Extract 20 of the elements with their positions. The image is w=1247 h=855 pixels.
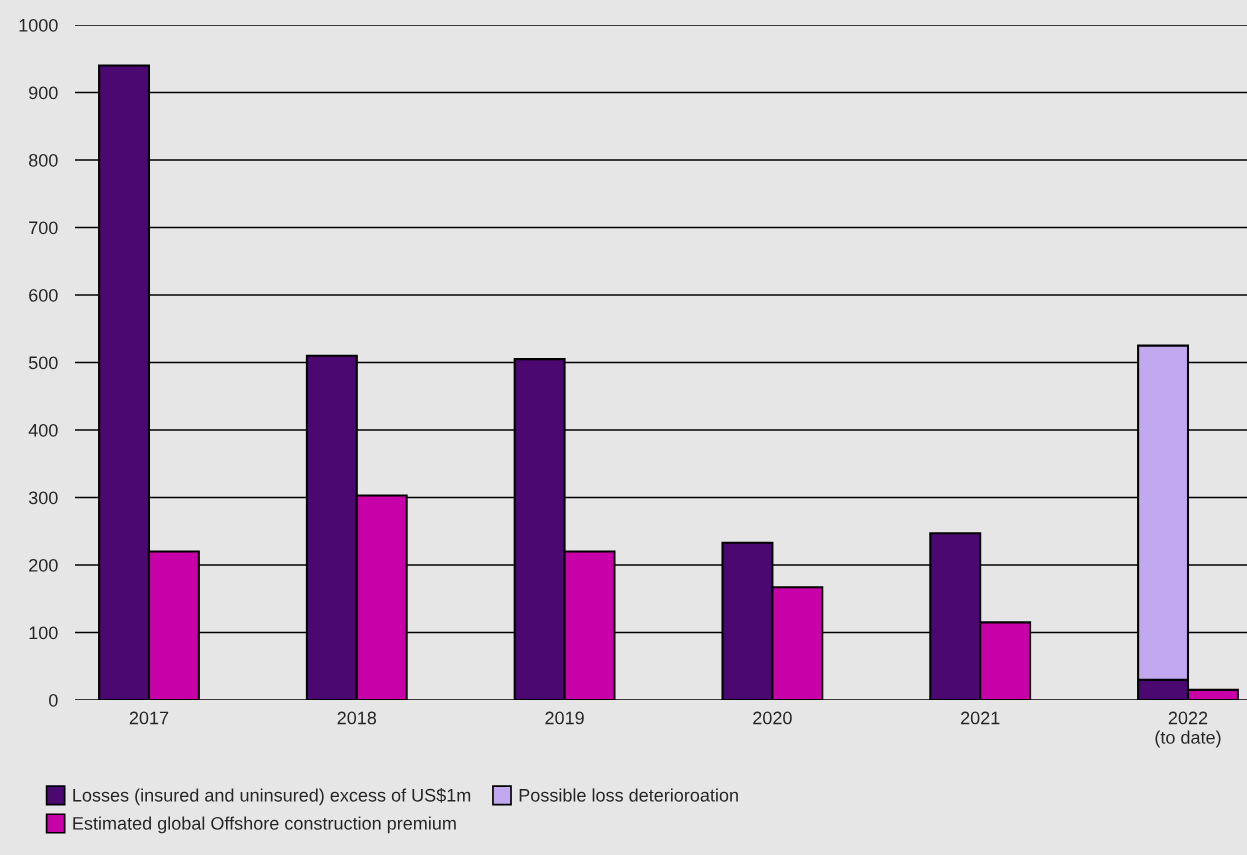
x-tick-label: 2018 [337, 711, 377, 725]
x-tick-label: 2022 (to date) [1155, 711, 1221, 748]
y-tick-label: 600 [29, 288, 58, 302]
legend-label: Possible loss deterioroation [519, 788, 738, 802]
y-tick-label: 0 [49, 693, 58, 707]
x-tick-label: 2020 [753, 711, 792, 725]
x-tick-label: 2017 [129, 711, 169, 725]
y-tick-label: 700 [29, 221, 58, 235]
y-tick-label: 200 [29, 558, 58, 572]
y-tick-label: 900 [29, 86, 58, 100]
y-tick-label: 400 [28, 423, 58, 437]
y-tick-label: 800 [29, 153, 58, 167]
y-tick-label: 300 [28, 491, 58, 505]
x-tick-label: 2019 [545, 711, 584, 725]
y-tick-label: 500 [28, 356, 58, 370]
x-tick-label: 2021 [961, 711, 1000, 725]
y-tick-label: 100 [29, 626, 58, 640]
y-tick-label: 1000 [19, 18, 58, 32]
legend-label: Estimated global Offshore construction premium [73, 816, 456, 834]
legend-label: Losses (insured and uninsured) excess of US$1m [73, 788, 471, 806]
